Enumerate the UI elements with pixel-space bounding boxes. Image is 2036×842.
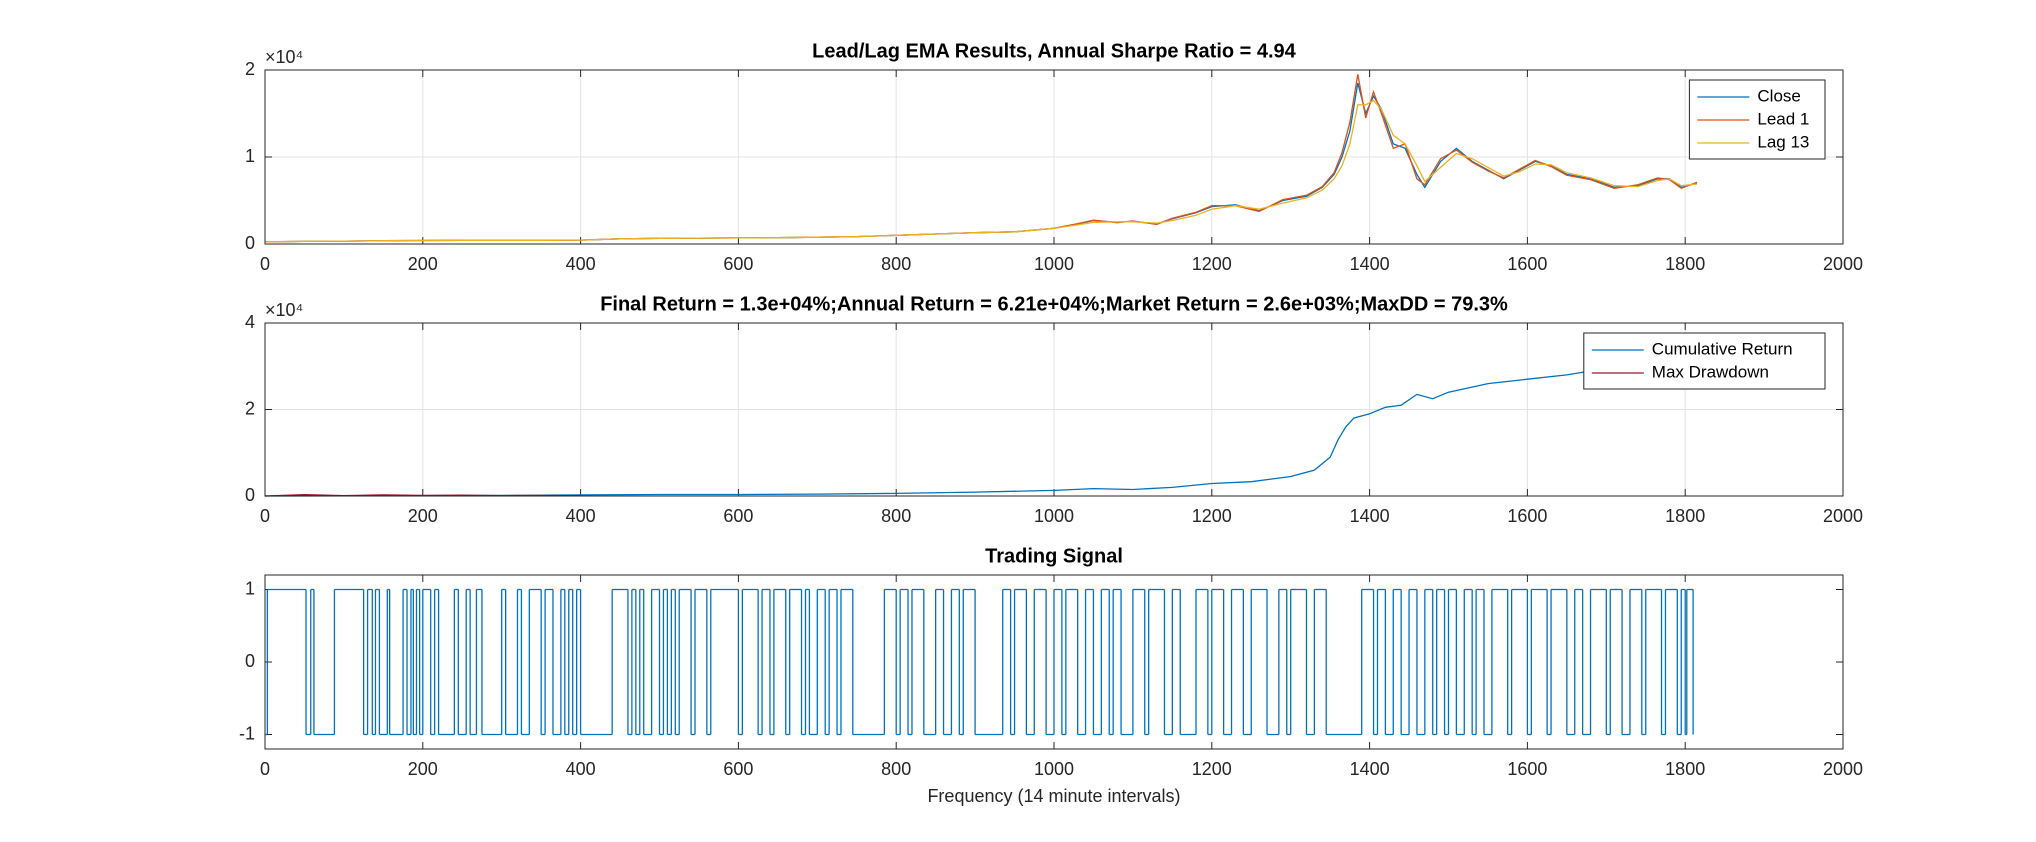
plot-lines (264, 74, 1698, 243)
x-tick-label: 1800 (1665, 254, 1705, 274)
legend-label: Lag 13 (1757, 132, 1809, 151)
legend-box (1583, 332, 1826, 390)
x-tick-label: 1200 (1192, 254, 1232, 274)
x-tick-label: 1000 (1034, 254, 1074, 274)
x-tick-label: 1600 (1507, 506, 1547, 526)
x-tick-label: 600 (723, 506, 753, 526)
x-tick-label: 1800 (1665, 506, 1705, 526)
x-tick-label: 800 (881, 759, 911, 779)
x-tick-label: 400 (566, 254, 596, 274)
x-tick-label: 1600 (1507, 759, 1547, 779)
x-tick-label: 2000 (1823, 254, 1863, 274)
y-tick-label: -1 (239, 723, 255, 743)
x-tick-label: 200 (408, 759, 438, 779)
x-tick-label: 400 (566, 759, 596, 779)
x-tick-label: 800 (881, 254, 911, 274)
x-tick-label: 2000 (1823, 506, 1863, 526)
x-tick-label: 200 (408, 506, 438, 526)
y-tick-label: 2 (245, 59, 255, 79)
x-tick-label: 1000 (1034, 506, 1074, 526)
x-tick-label: 1400 (1350, 254, 1390, 274)
y-exponent: ×10⁴ (265, 300, 303, 320)
y-exponent: ×10⁴ (265, 47, 303, 67)
x-tick-label: 200 (408, 254, 438, 274)
series-line (264, 494, 581, 497)
series-line (264, 99, 1698, 243)
x-tick-label: 1200 (1192, 759, 1232, 779)
x-tick-label: 2000 (1823, 759, 1863, 779)
x-tick-label: 1400 (1350, 506, 1390, 526)
plot-lines (264, 359, 1698, 497)
x-tick-label: 600 (723, 759, 753, 779)
series-line (264, 359, 1698, 497)
x-tick-label: 1800 (1665, 759, 1705, 779)
x-tick-label: 0 (260, 759, 270, 779)
chart-title: Lead/Lag EMA Results, Annual Sharpe Rati… (812, 40, 1297, 62)
y-tick-label: 4 (245, 312, 255, 332)
axes-box (264, 574, 1844, 750)
plot-lines (265, 588, 1694, 736)
chart-title: Trading Signal (985, 545, 1123, 567)
x-tick-label: 1400 (1350, 759, 1390, 779)
x-tick-label: 1200 (1192, 506, 1232, 526)
x-tick-label: 1000 (1034, 759, 1074, 779)
legend-label: Lead 1 (1757, 109, 1809, 128)
y-tick-label: 1 (245, 578, 255, 598)
y-tick-label: 0 (245, 651, 255, 671)
x-tick-label: 400 (566, 506, 596, 526)
y-tick-label: 1 (245, 146, 255, 166)
chart-title: Final Return = 1.3e+04%;Annual Return = … (600, 293, 1508, 315)
y-tick-label: 0 (245, 485, 255, 505)
y-tick-label: 0 (245, 233, 255, 253)
x-tick-label: 0 (260, 506, 270, 526)
legend-label: Close (1757, 86, 1800, 105)
axes-box (264, 322, 1844, 497)
legend-label: Cumulative Return (1652, 339, 1793, 358)
legend-label: Max Drawdown (1652, 362, 1769, 381)
axes-box (264, 69, 1844, 245)
x-tick-label: 800 (881, 506, 911, 526)
x-tick-label: 1600 (1507, 254, 1547, 274)
y-tick-label: 2 (245, 398, 255, 418)
x-axis-label: Frequency (14 minute intervals) (927, 786, 1180, 806)
x-tick-label: 600 (723, 254, 753, 274)
x-tick-label: 0 (260, 254, 270, 274)
